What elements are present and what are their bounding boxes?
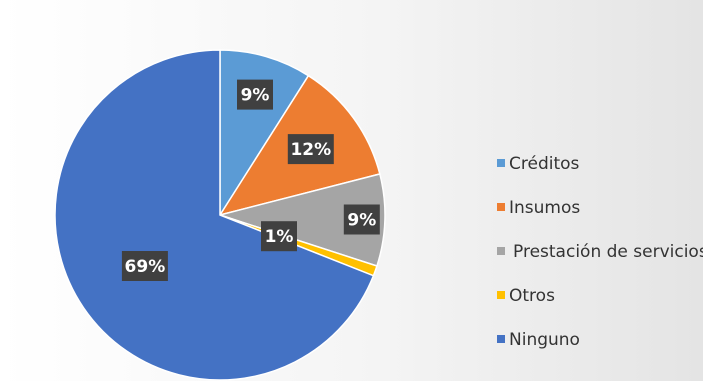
legend-swatch — [497, 159, 505, 167]
legend-label: Prestación de servicios — [513, 242, 703, 262]
legend-item-ninguno: Ninguno — [497, 330, 580, 350]
data-label-creditos: 9% — [237, 79, 273, 110]
data-label-box — [343, 204, 380, 235]
pie-slice-ninguno — [54, 49, 375, 381]
data-label-box — [261, 221, 297, 252]
data-label-text: 69% — [125, 257, 166, 277]
legend-swatch — [497, 203, 505, 211]
data-label-insumos: 12% — [287, 134, 334, 165]
legend-label: Insumos — [509, 198, 580, 218]
data-label-box — [121, 251, 168, 281]
legend-label: Ninguno — [509, 330, 580, 350]
data-label-ninguno: 69% — [121, 251, 168, 281]
legend-swatch — [497, 247, 505, 255]
pie-slices — [54, 49, 386, 381]
legend-item-insumos: Insumos — [497, 198, 580, 218]
data-label-text: 1% — [265, 227, 294, 247]
legend: Créditos Insumos Prestación de servicios Ot… — [497, 154, 703, 350]
data-label-box — [287, 134, 334, 165]
legend-item-prestacion-de-servicios: Prestación de servicios — [497, 242, 703, 262]
legend-item-otros: Otros — [497, 286, 555, 306]
data-label-box — [237, 79, 273, 110]
pie-slice-prestacion-de-servicios — [217, 173, 386, 267]
legend-swatch — [497, 335, 505, 343]
data-label-otros: 1% — [261, 221, 297, 252]
legend-label: Créditos — [509, 154, 580, 174]
data-label-text: 9% — [241, 86, 270, 106]
legend-label: Otros — [509, 286, 555, 306]
legend-item-creditos: Créditos — [497, 154, 580, 174]
data-labels: 9% 12% 9% 1% 69% — [121, 79, 380, 281]
data-label-text: 12% — [290, 140, 331, 160]
legend-swatch — [497, 291, 505, 299]
data-label-text: 9% — [347, 211, 376, 231]
data-label-prestacion-de-servicios: 9% — [343, 204, 380, 235]
